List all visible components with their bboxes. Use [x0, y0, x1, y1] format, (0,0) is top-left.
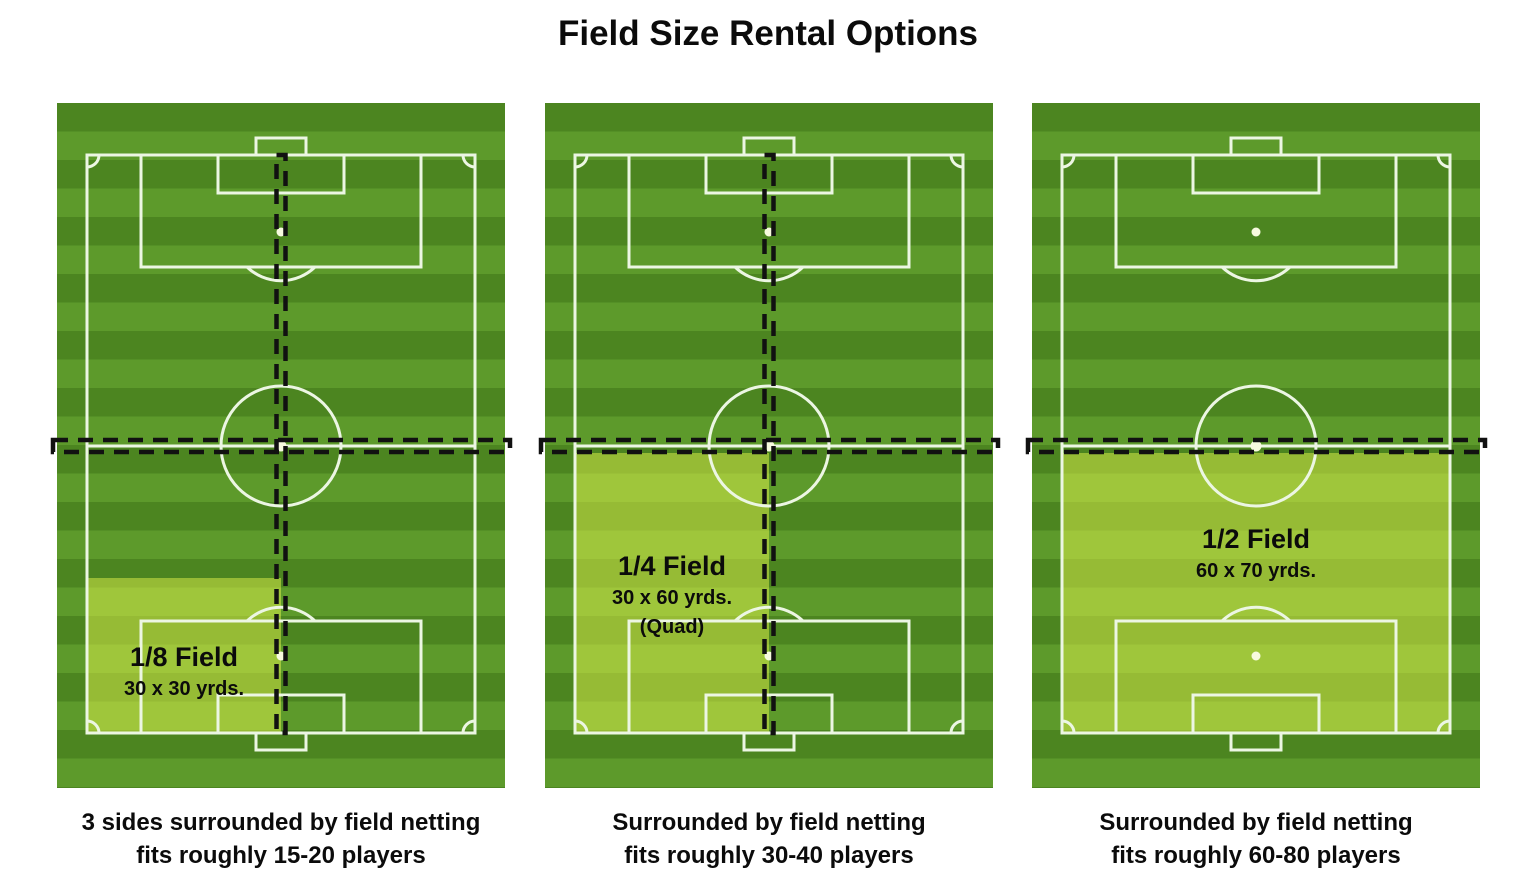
soccer-field-graphic: [538, 136, 1001, 752]
field-panel-quarter: 1/4 Field 30 x 60 yrds. (Quad): [538, 103, 1001, 788]
panel-caption: Surrounded by field netting fits roughly…: [545, 806, 993, 872]
field-panel-half: 1/2 Field 60 x 70 yrds.: [1025, 103, 1488, 788]
field-note: (Quad): [639, 615, 705, 638]
panel-caption: Surrounded by field netting fits roughly…: [1032, 806, 1480, 872]
panel-caption: 3 sides surrounded by field netting fits…: [57, 806, 505, 872]
field-size-label-group: 1/8 Field 30 x 30 yrds.: [87, 641, 281, 704]
field-panel-eighth: 1/8 Field 30 x 30 yrds.: [50, 103, 513, 788]
caption-line2: fits roughly 15-20 players: [136, 842, 426, 870]
highlighted-rental-area: [575, 453, 769, 733]
field-name: 1/4 Field: [617, 551, 727, 581]
highlighted-rental-area: [87, 578, 281, 733]
caption-line2: fits roughly 60-80 players: [1111, 842, 1401, 870]
pitch-spots: [1250, 227, 1262, 661]
field-dimensions: 30 x 30 yrds.: [123, 677, 245, 700]
caption-line2: fits roughly 30-40 players: [624, 842, 914, 870]
field-dimensions: 30 x 60 yrds.: [611, 586, 733, 609]
soccer-field-graphic: [1025, 136, 1488, 752]
field-name: 1/8 Field: [129, 642, 239, 672]
field-name: 1/2 Field: [1201, 524, 1311, 554]
pitch-markings: [85, 136, 477, 752]
soccer-field-graphic: [50, 136, 513, 752]
caption-line1: Surrounded by field netting: [1099, 809, 1413, 836]
field-dimensions: 60 x 70 yrds.: [1195, 559, 1317, 582]
caption-line1: Surrounded by field netting: [612, 809, 926, 836]
field-size-label-group: 1/2 Field 60 x 70 yrds.: [1062, 523, 1450, 586]
field-size-label-group: 1/4 Field 30 x 60 yrds. (Quad): [575, 550, 769, 642]
quad-divider-lines: [50, 152, 513, 736]
page-title: Field Size Rental Options: [557, 14, 979, 53]
caption-line1: 3 sides surrounded by field netting: [81, 809, 481, 836]
highlighted-rental-area: [1062, 453, 1450, 733]
quad-divider-lines: [538, 152, 1001, 736]
quad-divider-lines: [1025, 437, 1488, 455]
